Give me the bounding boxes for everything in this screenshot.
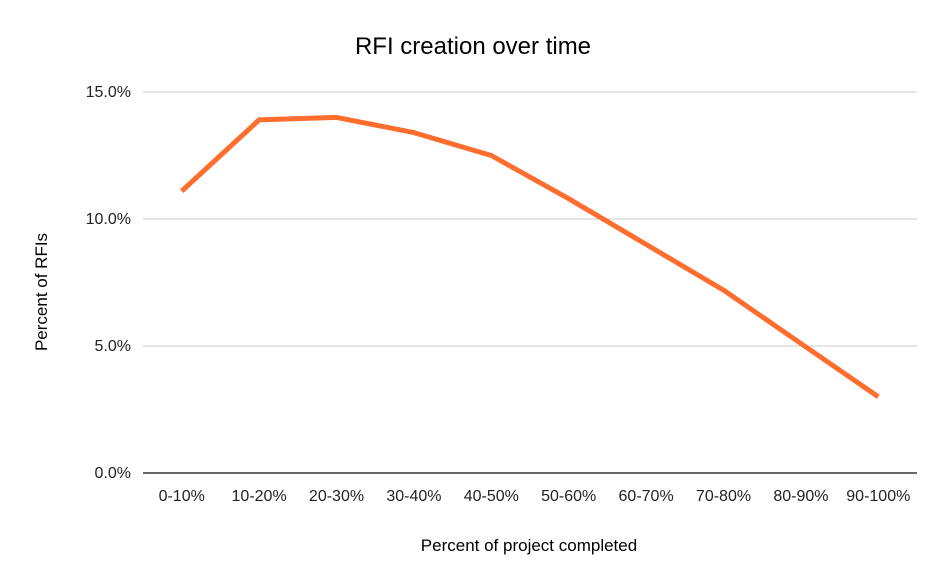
- x-tick-label: 70-80%: [696, 488, 751, 505]
- data-point: [489, 153, 494, 158]
- data-point: [566, 196, 571, 201]
- x-tick-label: 40-50%: [464, 488, 519, 505]
- x-axis-ticks: 0-10% 10-20% 20-30% 30-40% 40-50% 50-60% 60-70…: [159, 488, 911, 505]
- gridlines: [143, 91, 917, 474]
- series-line: [180, 114, 880, 399]
- data-point: [411, 130, 416, 135]
- x-tick-label: 10-20%: [232, 488, 287, 505]
- x-tick-label: 80-90%: [773, 488, 828, 505]
- y-tick-label: 10.0%: [86, 211, 131, 228]
- x-tick-label: 50-60%: [541, 488, 596, 505]
- data-point: [798, 341, 803, 346]
- data-point: [179, 189, 184, 194]
- y-tick-label: 0.0%: [95, 465, 131, 482]
- chart-title: RFI creation over time: [355, 33, 591, 60]
- y-axis-ticks: 0.0% 5.0% 10.0% 15.0%: [86, 84, 131, 482]
- y-tick-label: 15.0%: [86, 84, 131, 101]
- data-point: [721, 288, 726, 293]
- x-tick-label: 90-100%: [846, 488, 910, 505]
- x-tick-label: 20-30%: [309, 488, 364, 505]
- x-axis-label: Percent of project completed: [421, 536, 637, 555]
- y-axis-label: Percent of RFIs: [32, 233, 51, 351]
- data-point: [644, 242, 649, 247]
- x-tick-label: 30-40%: [386, 488, 441, 505]
- data-point: [334, 115, 339, 120]
- data-point: [257, 117, 262, 122]
- x-tick-label: 60-70%: [619, 488, 674, 505]
- data-point: [876, 394, 881, 399]
- x-tick-label: 0-10%: [159, 488, 205, 505]
- y-tick-label: 5.0%: [95, 338, 131, 355]
- series-layer: [179, 114, 881, 399]
